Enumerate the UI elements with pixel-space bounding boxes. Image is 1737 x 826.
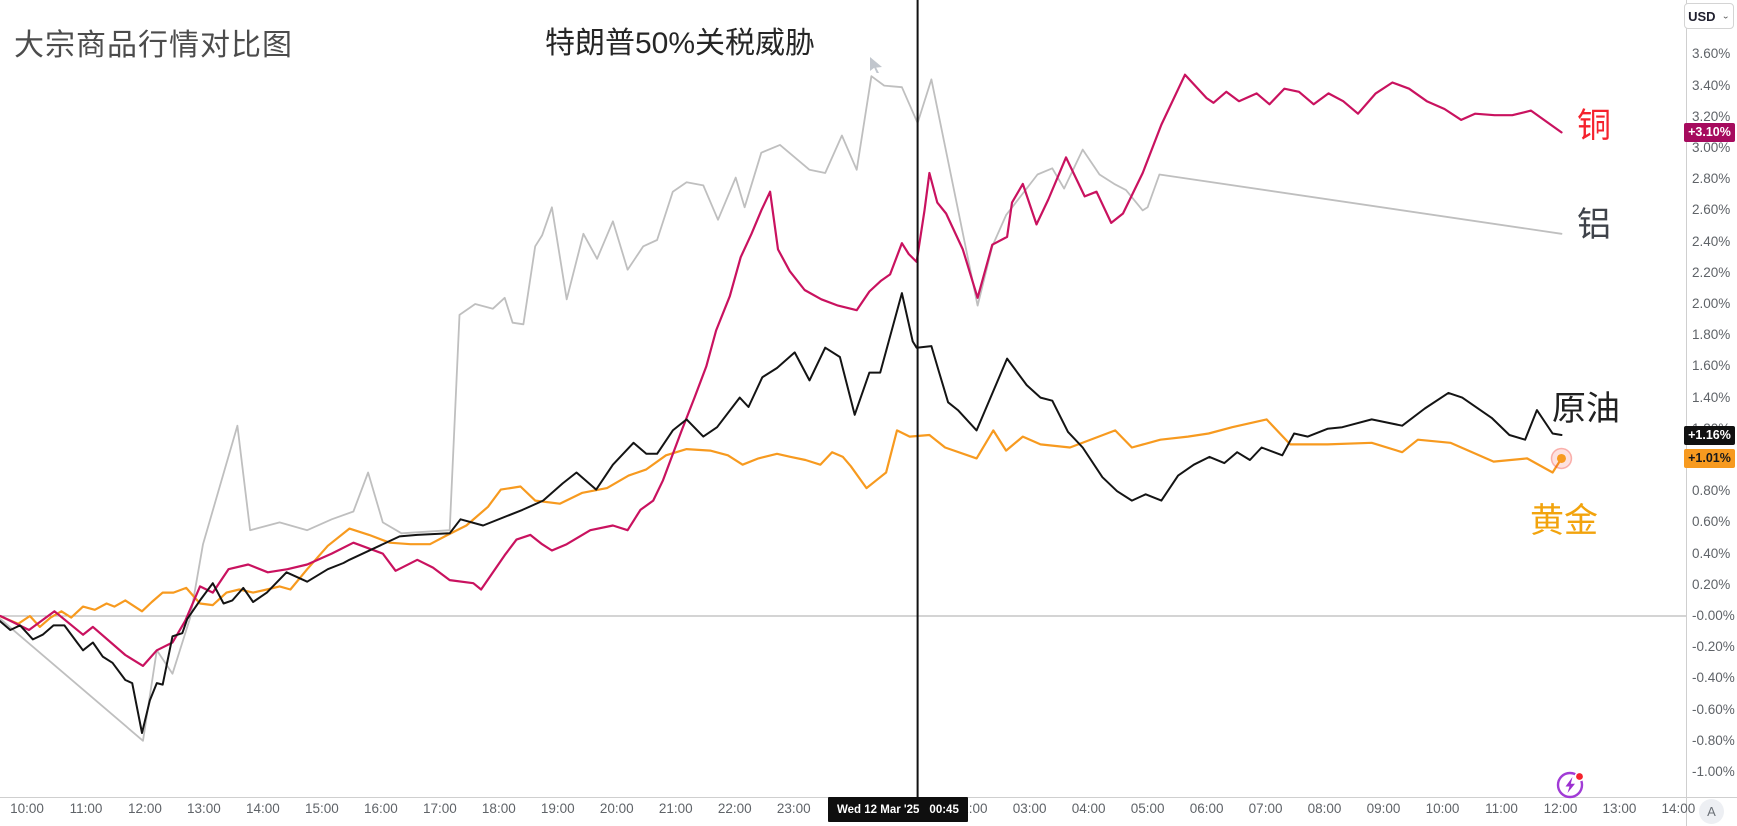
x-tick-label: 14:00 (1661, 801, 1696, 816)
y-tick-label: 1.80% (1692, 327, 1731, 343)
x-tick-label: 04:00 (1071, 801, 1106, 816)
series-line-copper (0, 73, 1563, 668)
x-tick-label: 12:00 (128, 801, 162, 816)
y-tick-label: -0.00% (1692, 608, 1735, 623)
x-tick-label: 20:00 (599, 801, 634, 816)
y-tick-label: 1.40% (1692, 389, 1731, 405)
series-line-aluminum (0, 75, 1563, 742)
y-tick-label: 0.20% (1692, 576, 1731, 592)
x-tick-label: 13:00 (187, 801, 221, 816)
price-badge-gold: +1.01% (1684, 448, 1735, 468)
x-tick-label: 11:00 (69, 801, 103, 816)
y-tick-label: 0.60% (1692, 514, 1731, 530)
series-line-gold (0, 418, 1563, 629)
series-label-copper: 铜 (1577, 107, 1611, 145)
x-tick-label: 03:00 (1012, 801, 1047, 816)
y-tick-label: 2.60% (1692, 202, 1731, 218)
x-tick-label: 11:00 (1485, 801, 1518, 816)
y-tick-label: 2.00% (1692, 296, 1731, 311)
y-tick-label: -0.60% (1692, 701, 1735, 717)
price-badge-copper: +3.10% (1684, 122, 1735, 142)
x-tick-label: 06:00 (1189, 801, 1224, 816)
chart-annotation: 特朗普50%关税威胁 (545, 27, 816, 60)
price-badge-crude-oil: +1.16% (1684, 425, 1735, 445)
y-tick-label: 1.60% (1692, 358, 1731, 374)
series-label-crude-oil: 原油 (1552, 390, 1620, 428)
y-tick-label: 3.60% (1692, 46, 1731, 62)
x-tick-label: 19:00 (540, 801, 575, 816)
x-tick-label: 17:00 (422, 801, 457, 816)
x-tick-label: 05:00 (1130, 801, 1165, 816)
x-tick-label: 10:00 (10, 801, 44, 816)
y-tick-label: 2.80% (1692, 171, 1731, 187)
x-tick-label: 15:00 (304, 801, 339, 816)
y-tick-label: 3.00% (1692, 140, 1731, 155)
lightning-alert-icon[interactable] (1555, 769, 1587, 801)
y-tick-label: 2.20% (1692, 264, 1731, 280)
y-tick-label: 0.40% (1692, 545, 1731, 561)
series-label-gold: 黄金 (1530, 502, 1598, 540)
currency-label: USD (1688, 8, 1716, 24)
y-tick-label: -0.40% (1692, 670, 1735, 686)
x-tick-label: 23:00 (776, 801, 811, 816)
x-tick-label: 22:00 (717, 801, 752, 816)
gold-last-point-marker (1556, 453, 1566, 463)
x-tick-label: 14:00 (246, 801, 280, 816)
mouse-cursor-icon (870, 57, 882, 73)
x-tick-label: 09:00 (1366, 801, 1401, 816)
crosshair-time-tooltip: Wed 12 Mar '25 00:45 (828, 797, 968, 822)
y-tick-label: 0.80% (1692, 483, 1731, 499)
x-tick-label: 10:00 (1425, 801, 1460, 816)
series-label-aluminum: 铝 (1577, 206, 1611, 244)
x-tick-label: 13:00 (1602, 801, 1637, 816)
series-line-crude-oil (0, 292, 1563, 734)
currency-selector[interactable]: USD ⌄ (1684, 3, 1734, 29)
x-tick-label: 08:00 (1307, 801, 1342, 816)
y-tick-label: 3.40% (1692, 77, 1731, 93)
crosshair-date: Wed 12 Mar '25 (837, 803, 920, 816)
y-tick-label: -0.20% (1692, 639, 1735, 655)
x-tick-label: 12:00 (1543, 801, 1578, 816)
crosshair-time: 00:45 (929, 803, 959, 816)
y-tick-label: -0.80% (1692, 732, 1735, 748)
chevron-down-icon: ⌄ (1721, 11, 1730, 21)
x-tick-label: 16:00 (363, 801, 398, 816)
x-tick-label: 07:00 (1248, 801, 1283, 816)
y-tick-label: 2.40% (1692, 233, 1731, 249)
ai-assistant-button[interactable]: A (1699, 799, 1724, 824)
y-tick-label: -1.00% (1692, 764, 1735, 779)
page-title: 大宗商品行情对比图 (14, 29, 293, 62)
x-tick-label: 21:00 (658, 801, 693, 816)
x-tick-label: 18:00 (481, 801, 516, 816)
y-tick-label: 3.20% (1692, 108, 1731, 124)
